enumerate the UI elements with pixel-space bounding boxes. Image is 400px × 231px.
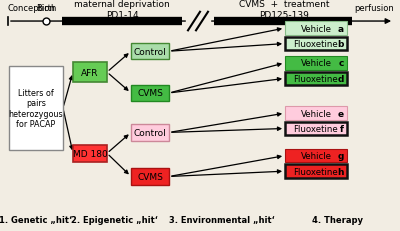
Bar (285, 149, 347, 163)
Bar (131, 85, 169, 102)
Bar (285, 22, 347, 36)
Bar (285, 57, 347, 70)
Text: c: c (338, 59, 344, 68)
Bar (285, 72, 347, 86)
Bar (73, 145, 107, 162)
Text: 1. Genetic „hit‘: 1. Genetic „hit‘ (0, 215, 72, 224)
Text: Control: Control (134, 128, 166, 137)
Text: d: d (338, 75, 344, 83)
Bar (131, 169, 169, 185)
Text: Conception: Conception (8, 4, 56, 13)
Text: Fluoxetine: Fluoxetine (294, 167, 338, 176)
Bar (285, 38, 347, 51)
Text: Litters of
pairs
heterozygous
for PACAP: Litters of pairs heterozygous for PACAP (9, 88, 63, 129)
Bar (9, 67, 63, 150)
Text: AFR: AFR (81, 68, 99, 77)
Text: 2. Epigenetic „hit‘: 2. Epigenetic „hit‘ (70, 215, 158, 224)
Text: CVMS: CVMS (137, 172, 163, 181)
Bar (73, 63, 107, 82)
Text: Fluoxetine: Fluoxetine (294, 125, 338, 133)
Text: Fluoxetine: Fluoxetine (294, 75, 338, 83)
Text: f: f (340, 125, 344, 133)
Text: Control: Control (134, 48, 166, 56)
Text: CVMS  +  treatment
PD125-139: CVMS + treatment PD125-139 (239, 0, 329, 20)
Text: Vehicle: Vehicle (300, 152, 332, 160)
Text: CVMS: CVMS (137, 89, 163, 98)
Text: 3. Environmental „hit‘: 3. Environmental „hit‘ (169, 215, 275, 224)
Text: 4. Therapy: 4. Therapy (312, 215, 364, 224)
Text: Birth: Birth (36, 4, 56, 13)
Bar (285, 165, 347, 178)
Text: b: b (338, 40, 344, 49)
Bar (285, 107, 347, 120)
Text: a: a (338, 24, 344, 33)
Text: maternal deprivation
PD1-14: maternal deprivation PD1-14 (74, 0, 170, 20)
Text: perfusion: perfusion (354, 4, 394, 13)
Text: MD 180: MD 180 (73, 149, 107, 158)
Text: Vehicle: Vehicle (300, 59, 332, 68)
Text: h: h (337, 167, 344, 176)
Bar (285, 122, 347, 136)
Bar (131, 125, 169, 141)
Text: Fluoxetine: Fluoxetine (294, 40, 338, 49)
Text: Vehicle: Vehicle (300, 24, 332, 33)
Text: e: e (338, 109, 344, 118)
Bar (131, 44, 169, 60)
Text: Vehicle: Vehicle (300, 109, 332, 118)
Text: g: g (338, 152, 344, 160)
